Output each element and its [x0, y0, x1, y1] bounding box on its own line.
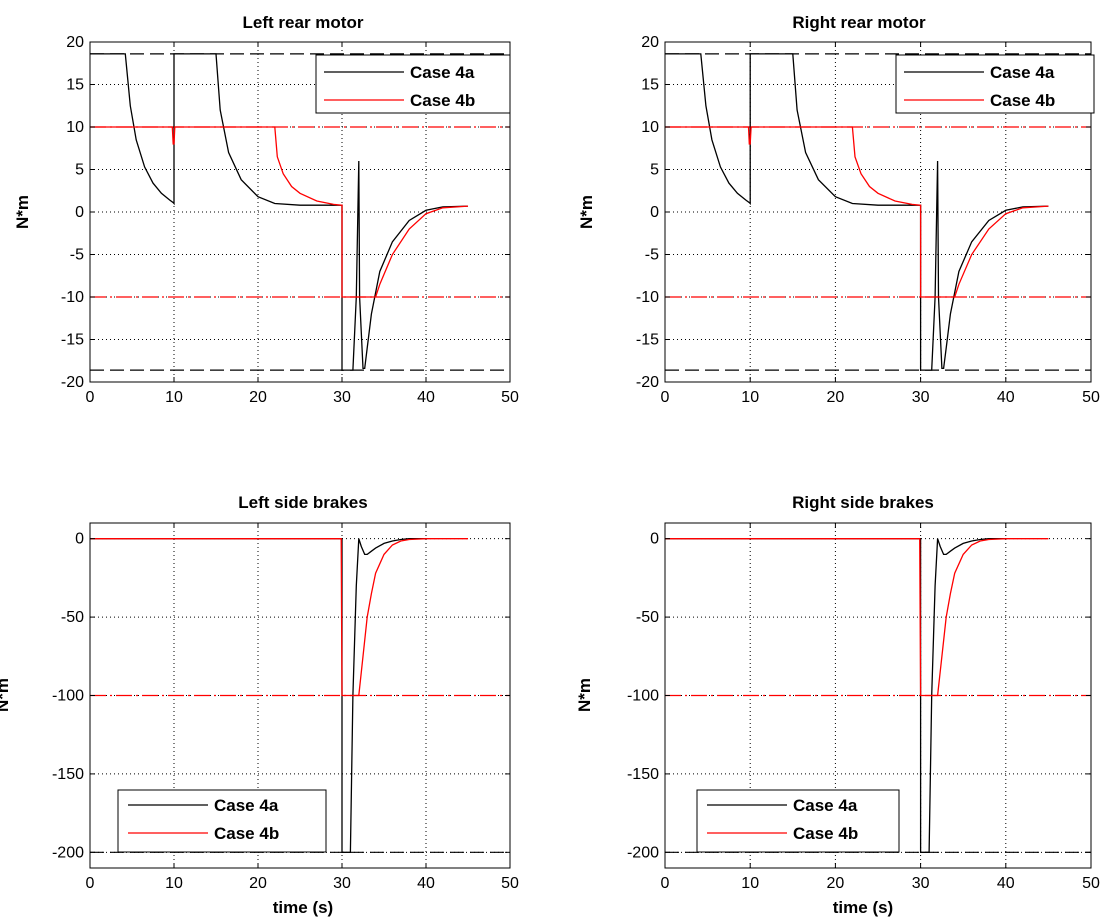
- x-tick-label: 50: [501, 389, 519, 406]
- y-tick-label: 0: [650, 531, 659, 548]
- legend-box: [315, 54, 511, 114]
- y-tick-label: 5: [650, 162, 659, 179]
- y-tick-label: -20: [61, 374, 84, 391]
- y-tick-label: -10: [61, 289, 84, 306]
- x-tick-label: 20: [249, 875, 267, 892]
- x-tick-label: 10: [741, 875, 759, 892]
- y-tick-label: 20: [66, 34, 84, 51]
- panel-title: Left rear motor: [243, 13, 364, 32]
- y-tick-label: -50: [636, 609, 659, 626]
- legend-label-case-4b: Case 4b: [990, 91, 1055, 110]
- y-tick-label: -10: [636, 289, 659, 306]
- x-tick-label: 40: [997, 389, 1015, 406]
- plot-area: 0 10 20 30 40 50 0 -50 -100 -150 -200: [52, 522, 519, 892]
- y-axis-label: N*m: [575, 678, 594, 712]
- y-tick-label: -15: [61, 332, 84, 349]
- series-line-case-4b: [665, 538, 1049, 697]
- x-tick-label: 0: [661, 389, 670, 406]
- x-tick-label: 0: [86, 875, 95, 892]
- x-axis-label: time (s): [273, 898, 333, 917]
- y-axis-label: N*m: [577, 195, 596, 229]
- y-tick-label: 10: [641, 119, 659, 136]
- panel-right-side-brakes: Right side brakes N*m time (s) 0 10 20 30 40…: [575, 493, 1100, 917]
- plot-area: 0 10 20 30 40 50 0 -50 -100 -150 -200: [627, 522, 1100, 892]
- legend: Case 4a Case 4b: [315, 54, 511, 114]
- x-tick-label: 0: [661, 875, 670, 892]
- y-tick-label: 15: [641, 77, 659, 94]
- panel-left-side-brakes: Left side brakes N*m time (s) 0 10 20 30 40 5…: [0, 493, 519, 917]
- legend-label-case-4a: Case 4a: [214, 796, 279, 815]
- x-tick-label: 20: [249, 389, 267, 406]
- y-tick-label: 0: [75, 204, 84, 221]
- x-tick-label: 30: [333, 389, 351, 406]
- y-tick-label: -5: [70, 247, 84, 264]
- legend-label-case-4b: Case 4b: [214, 824, 279, 843]
- legend-box: [696, 789, 900, 853]
- series-line-case-4b: [90, 126, 469, 298]
- y-tick-label: 10: [66, 119, 84, 136]
- panel-title: Left side brakes: [238, 493, 367, 512]
- legend: Case 4a Case 4b: [696, 789, 900, 853]
- panel-right-rear-motor: Right rear motor N*m 0 10 20 30 40 5020151050…: [577, 13, 1100, 406]
- y-tick-label: -100: [52, 688, 84, 705]
- x-tick-label: 40: [997, 875, 1015, 892]
- y-tick-label: 5: [75, 162, 84, 179]
- series-line-case-4a: [665, 53, 1049, 371]
- legend-label-case-4b: Case 4b: [410, 91, 475, 110]
- y-tick-label: -200: [627, 844, 659, 861]
- legend-box: [895, 54, 1095, 114]
- y-tick-label: 0: [650, 204, 659, 221]
- panel-title: Right side brakes: [792, 493, 934, 512]
- x-tick-label: 40: [417, 875, 435, 892]
- series-line-case-4a: [90, 53, 469, 371]
- x-tick-label: 0: [86, 389, 95, 406]
- series-line-case-4a: [90, 538, 426, 853]
- x-tick-label: 40: [417, 389, 435, 406]
- x-tick-label: 20: [827, 875, 845, 892]
- legend-label-case-4a: Case 4a: [990, 63, 1055, 82]
- y-tick-label: 0: [75, 531, 84, 548]
- y-tick-label: 15: [66, 77, 84, 94]
- series-line-case-4a: [665, 538, 1006, 853]
- x-tick-label: 50: [1082, 389, 1100, 406]
- x-tick-label: 30: [333, 875, 351, 892]
- y-tick-label: -5: [645, 247, 659, 264]
- legend: Case 4a Case 4b: [895, 54, 1095, 114]
- x-tick-label: 20: [827, 389, 845, 406]
- panel-title: Right rear motor: [792, 13, 926, 32]
- y-axis-label: N*m: [0, 678, 12, 712]
- x-tick-label: 30: [912, 389, 930, 406]
- y-tick-label: 20: [641, 34, 659, 51]
- y-tick-label: -200: [52, 844, 84, 861]
- x-tick-label: 10: [165, 875, 183, 892]
- y-axis-label: N*m: [13, 195, 32, 229]
- series-line-case-4b: [665, 126, 1049, 298]
- x-axis-label: time (s): [833, 898, 893, 917]
- legend-box: [117, 789, 327, 853]
- x-tick-label: 10: [741, 389, 759, 406]
- y-tick-label: -100: [627, 688, 659, 705]
- x-tick-label: 10: [165, 389, 183, 406]
- legend-label-case-4a: Case 4a: [793, 796, 858, 815]
- series-line-case-4b: [90, 538, 468, 697]
- x-tick-label: 50: [501, 875, 519, 892]
- panel-left-rear-motor: Left rear motor N*m 0 10 20 30 40 5020151050-…: [13, 13, 519, 406]
- x-tick-label: 50: [1082, 875, 1100, 892]
- x-tick-label: 30: [912, 875, 930, 892]
- y-tick-label: -150: [627, 766, 659, 783]
- y-tick-label: -20: [636, 374, 659, 391]
- legend-label-case-4a: Case 4a: [410, 63, 475, 82]
- legend: Case 4a Case 4b: [117, 789, 327, 853]
- legend-label-case-4b: Case 4b: [793, 824, 858, 843]
- y-tick-label: -150: [52, 766, 84, 783]
- y-tick-label: -50: [61, 609, 84, 626]
- y-tick-label: -15: [636, 332, 659, 349]
